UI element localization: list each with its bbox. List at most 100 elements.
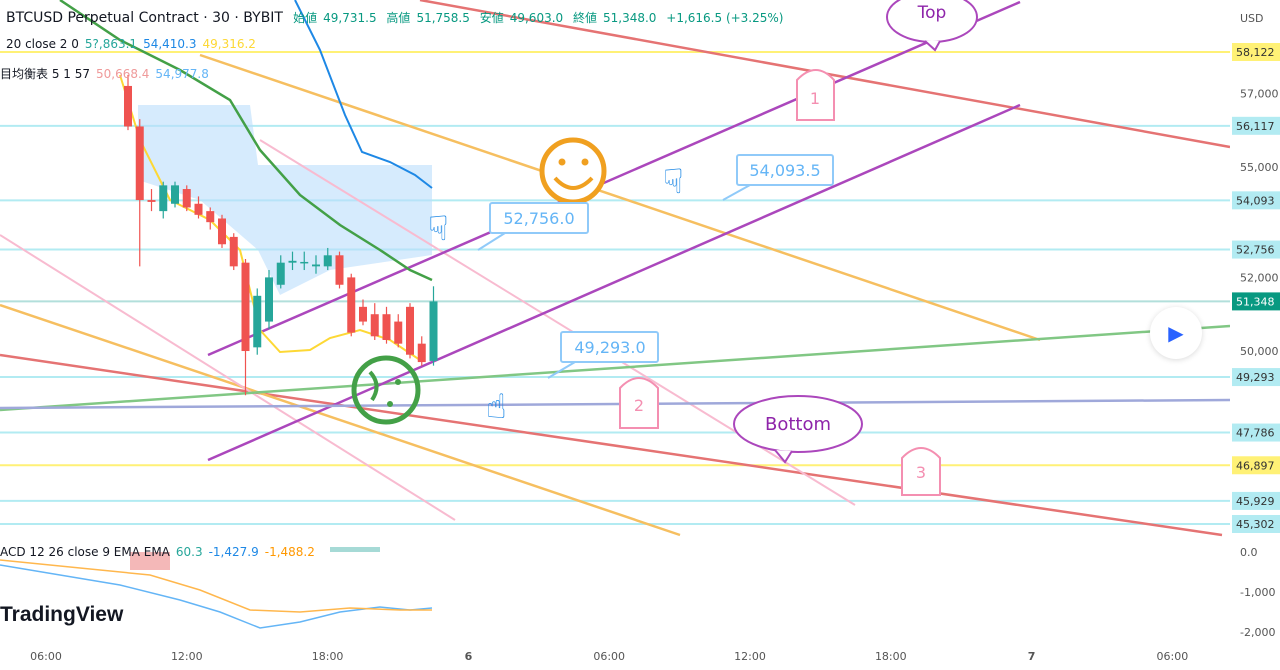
ma-green-line <box>59 0 433 282</box>
wave-label-1: 1 <box>796 69 835 121</box>
hand-pointer-icon: ☝ <box>486 387 507 427</box>
ohlc-values: 始値 49,731.5 高値 51,758.5 安値 49,603.0 終値 51,34… <box>293 11 784 25</box>
candle <box>429 286 438 366</box>
candles <box>124 74 438 396</box>
candle-body <box>218 218 226 245</box>
candle-body <box>171 185 179 204</box>
price-label: 45,929 <box>1236 495 1275 508</box>
candle <box>370 303 379 340</box>
play-icon: ▶ <box>1168 321 1184 345</box>
candle-body <box>323 255 332 267</box>
candle-body <box>194 203 203 215</box>
candle <box>206 207 215 230</box>
candle <box>147 189 156 212</box>
price-label-bg <box>1232 423 1280 442</box>
candle <box>276 255 285 289</box>
candle <box>312 255 320 274</box>
candle <box>417 336 426 366</box>
price-axis-labels: 57,000 55,000 52,000 50,000 58,122 56,117 54,0… <box>1232 43 1280 639</box>
trend-line-lightpink <box>0 234 456 521</box>
macd-histogram <box>330 547 380 552</box>
top-bubble: Top <box>886 0 978 52</box>
svg-text:1: 1 <box>810 89 820 108</box>
time-tick: 7 <box>1028 650 1036 663</box>
callout-52756: 52,756.0 <box>477 202 589 251</box>
candle-body <box>124 85 132 127</box>
candle <box>182 185 191 212</box>
candle-body <box>159 185 168 212</box>
candle <box>171 181 179 208</box>
time-tick: 18:00 <box>875 650 907 663</box>
candle <box>241 258 250 396</box>
price-axis[interactable] <box>1230 0 1280 670</box>
candle-body <box>406 306 414 355</box>
macd-legend: ACD 12 26 close 9 EMA EMA 60.3 -1,427.9 -1,… <box>0 545 315 559</box>
candle-body <box>288 260 297 263</box>
currency-label: USD <box>1240 12 1264 25</box>
candle <box>229 233 238 271</box>
channel-line-purple <box>207 103 1021 462</box>
price-label: 56,117 <box>1236 120 1275 133</box>
macd-histogram <box>130 552 170 570</box>
price-label: 45,302 <box>1236 518 1275 531</box>
price-tick: 55,000 <box>1240 161 1279 174</box>
trend-line-orange <box>0 303 681 537</box>
candle-body <box>394 321 403 344</box>
price-label: 47,786 <box>1236 427 1275 440</box>
candle <box>347 273 356 337</box>
price-label-bg <box>1232 368 1280 387</box>
macd-line <box>0 564 433 629</box>
time-tick: 6 <box>465 650 473 663</box>
price-label-bg <box>1232 292 1280 311</box>
candle-body <box>370 314 379 337</box>
macd-pane <box>0 547 433 629</box>
time-axis-labels[interactable]: 06:00 12:00 18:00 6 06:00 12:00 18:00 7 06:00 <box>30 650 1188 663</box>
trend-line-green <box>0 324 1231 412</box>
candle <box>323 247 332 271</box>
price-label: 46,897 <box>1236 459 1275 472</box>
candle <box>335 251 344 289</box>
tradingview-logo[interactable]: TradingView <box>0 603 124 626</box>
price-label-bg <box>1232 191 1280 210</box>
time-tick: 18:00 <box>312 650 344 663</box>
trend-lines <box>0 0 1231 537</box>
candle-body <box>276 262 285 285</box>
candle-body <box>347 277 356 333</box>
candle <box>288 251 297 271</box>
wave-label-2: 2 <box>619 377 659 429</box>
time-tick: 06:00 <box>30 650 62 663</box>
price-label-bg <box>1232 456 1280 475</box>
candle-body <box>135 126 144 201</box>
macd-tick: 0.0 <box>1240 546 1258 559</box>
price-label: 54,093 <box>1236 194 1275 207</box>
price-label: 49,293 <box>1236 371 1275 384</box>
svg-text:Top: Top <box>917 3 947 23</box>
candle <box>359 299 367 326</box>
scroll-to-realtime-button[interactable]: ▶ <box>1150 307 1202 359</box>
callout-54093: 54,093.5 <box>722 154 834 201</box>
candle-body <box>417 343 426 363</box>
svg-text:Bottom: Bottom <box>765 414 831 435</box>
price-label-bg <box>1232 514 1280 533</box>
svg-text:54,093.5: 54,093.5 <box>749 161 820 180</box>
candle-body <box>429 301 438 361</box>
candle-body <box>382 314 391 340</box>
candle-body <box>359 306 367 322</box>
candle-body <box>253 295 262 348</box>
candle <box>159 181 168 219</box>
candle-body <box>265 277 273 322</box>
candle <box>135 119 144 267</box>
candle-body <box>241 262 250 352</box>
price-label-bg <box>1232 43 1280 61</box>
price-label-bg <box>1232 491 1280 510</box>
ichimoku-legend: 目均衡表 5 1 57 50,668.4 54,977.8 <box>0 67 209 81</box>
candle <box>194 196 203 219</box>
ichimoku-cloud <box>138 105 432 295</box>
candle-body <box>335 255 344 285</box>
macd-tick: -2,000 <box>1240 626 1275 639</box>
svg-text:3: 3 <box>916 463 926 482</box>
trend-line-pink <box>0 353 1223 537</box>
macd-signal-line <box>0 559 432 613</box>
time-tick: 12:00 <box>171 650 203 663</box>
